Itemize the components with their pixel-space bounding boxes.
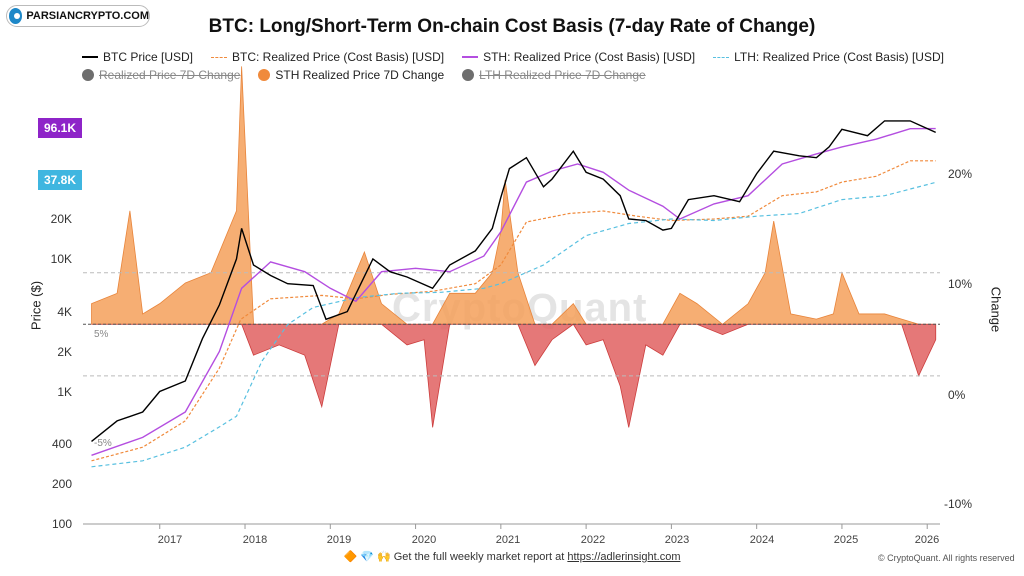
- y-tick: 20K: [50, 212, 72, 226]
- sth-realized-price-line: [91, 127, 936, 456]
- y-tick: 10K: [50, 252, 72, 266]
- x-tick: 2024: [749, 534, 775, 546]
- y2-tick: 10%: [948, 277, 973, 291]
- price-lines: [91, 120, 936, 468]
- y2-tick: -10%: [944, 497, 973, 511]
- legend-btc-realized[interactable]: BTC: Realized Price (Cost Basis) [USD]: [211, 50, 444, 64]
- sth-7d-change-area: [91, 66, 937, 428]
- footer-link[interactable]: https://adlerinsight.com: [567, 551, 681, 563]
- x-tick: 2026: [914, 534, 940, 546]
- y2-tick: 0%: [948, 388, 966, 402]
- y-tick: 1K: [57, 385, 72, 399]
- x-tick-marks: [159, 524, 928, 529]
- y-tick: 2K: [57, 345, 72, 359]
- legend-dash-icon: [211, 56, 228, 58]
- x-tick: 2022: [580, 534, 606, 546]
- legend-line-icon: [82, 56, 98, 58]
- x-tick: 2020: [411, 534, 437, 546]
- y-tick: 400: [51, 437, 72, 451]
- x-tick: 2025: [833, 534, 859, 546]
- btc-price-line: [91, 120, 936, 442]
- legend-row-1: BTC Price [USD] BTC: Realized Price (Cos…: [82, 50, 944, 64]
- legend-row-2: Realized Price 7D Change STH Realized Pr…: [82, 68, 646, 82]
- y-tick: 100: [51, 517, 72, 531]
- sth-price-badge: 96.1K: [38, 118, 82, 138]
- y-tick: 4K: [57, 305, 72, 319]
- reference-lines: [83, 272, 940, 377]
- legend-lth-7d-change[interactable]: LTH Realized Price 7D Change: [462, 68, 646, 82]
- legend-dot-icon: [258, 69, 271, 81]
- chart-title: BTC: Long/Short-Term On-chain Cost Basis…: [208, 16, 816, 37]
- y2-axis-label: Change: [988, 286, 1004, 333]
- parsiancrypto-logo: PARSIANCRYPTO.COM: [6, 5, 150, 27]
- x-tick: 2023: [664, 534, 690, 546]
- logo-icon: [9, 8, 23, 24]
- legend-sth-realized[interactable]: STH: Realized Price (Cost Basis) [USD]: [462, 50, 695, 64]
- copyright: © CryptoQuant. All rights reserved: [878, 553, 1015, 563]
- reference-label-5pct: 5%: [94, 329, 109, 340]
- sth-7d-change-negative: [91, 323, 937, 428]
- lth-price-badge: 37.8K: [38, 170, 82, 190]
- legend-lth-realized[interactable]: LTH: Realized Price (Cost Basis) [USD]: [713, 50, 944, 64]
- x-tick: 2018: [242, 534, 268, 546]
- legend-dot-icon: [82, 69, 94, 81]
- logo-text: PARSIANCRYPTO.COM: [26, 10, 149, 22]
- legend-realized-7d-change[interactable]: Realized Price 7D Change: [82, 68, 240, 82]
- footer: 🔶 💎 🙌 Get the full weekly market report …: [0, 550, 1024, 563]
- legend-dash-icon: [713, 56, 730, 58]
- y2-tick: 20%: [948, 167, 973, 181]
- y-axis-label: Price ($): [28, 280, 44, 331]
- sth-7d-change-positive: [91, 66, 936, 325]
- legend-line-icon: [462, 56, 479, 58]
- x-tick: 2017: [157, 534, 183, 546]
- reference-label-neg5pct: -5%: [94, 438, 112, 449]
- lth-realized-price-line: [91, 181, 936, 468]
- legend-dot-icon: [462, 69, 475, 81]
- footer-text: 🔶 💎 🙌 Get the full weekly market report …: [343, 551, 568, 563]
- btc-realized-price-line: [91, 160, 936, 462]
- x-tick: 2021: [495, 534, 521, 546]
- legend-sth-7d-change[interactable]: STH Realized Price 7D Change: [258, 68, 444, 82]
- y-tick: 200: [51, 477, 72, 491]
- legend-btc-price[interactable]: BTC Price [USD]: [82, 50, 193, 64]
- x-tick: 2019: [326, 534, 352, 546]
